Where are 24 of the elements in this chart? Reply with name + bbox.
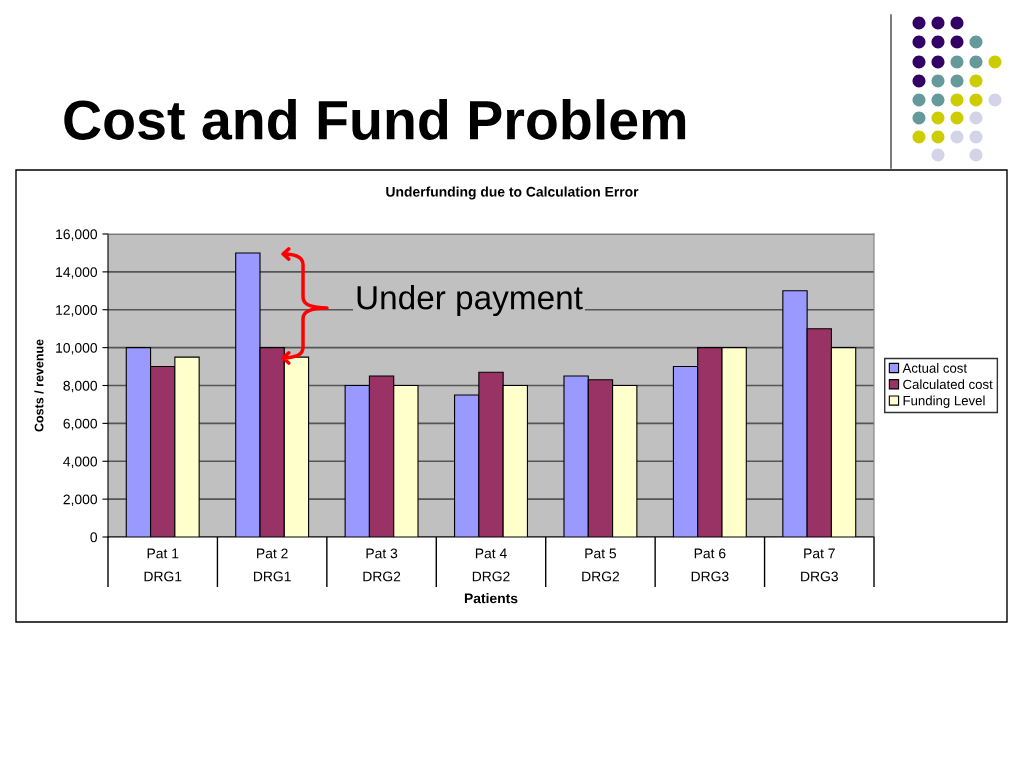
y-tick-label: 12,000 xyxy=(56,305,98,317)
y-tick-label: 4,000 xyxy=(63,456,98,469)
y-tick-label: 10,000 xyxy=(56,342,98,355)
legend-label: Calculated cost xyxy=(903,379,993,390)
x-axis-title: Patients xyxy=(464,593,518,604)
legend-label: Actual cost xyxy=(902,363,967,373)
y-tick-label: 16,000 xyxy=(56,229,98,241)
x-tick-label: Pat 7 DRG3 xyxy=(801,548,838,582)
chart-title: Cost and Fund Problem xyxy=(64,99,686,140)
y-tick-label: 0 xyxy=(90,532,98,543)
x-tick-label: Pat 5 DRG2 xyxy=(582,548,620,582)
annotation: Under payment xyxy=(357,284,583,317)
x-tick-label: Pat 4 DRG2 xyxy=(472,548,510,582)
y-axis-title: Costs / revenue xyxy=(34,339,44,432)
y-tick-label: 14,000 xyxy=(56,267,98,279)
x-tick-label: Pat 2 DRG1 xyxy=(253,548,291,582)
x-tick-label: Pat 6 DRG3 xyxy=(691,548,729,582)
y-tick-label: 8,000 xyxy=(63,380,98,393)
x-tick-label: Pat 3 DRG2 xyxy=(363,548,401,582)
legend-label: Funding Level xyxy=(903,395,985,408)
chart-subtitle: Underfunding due to Calculation Error xyxy=(386,186,639,200)
x-tick-label: Pat 1 DRG1 xyxy=(144,548,182,582)
y-tick-label: 2,000 xyxy=(63,494,98,506)
y-tick-label: 6,000 xyxy=(63,418,98,431)
